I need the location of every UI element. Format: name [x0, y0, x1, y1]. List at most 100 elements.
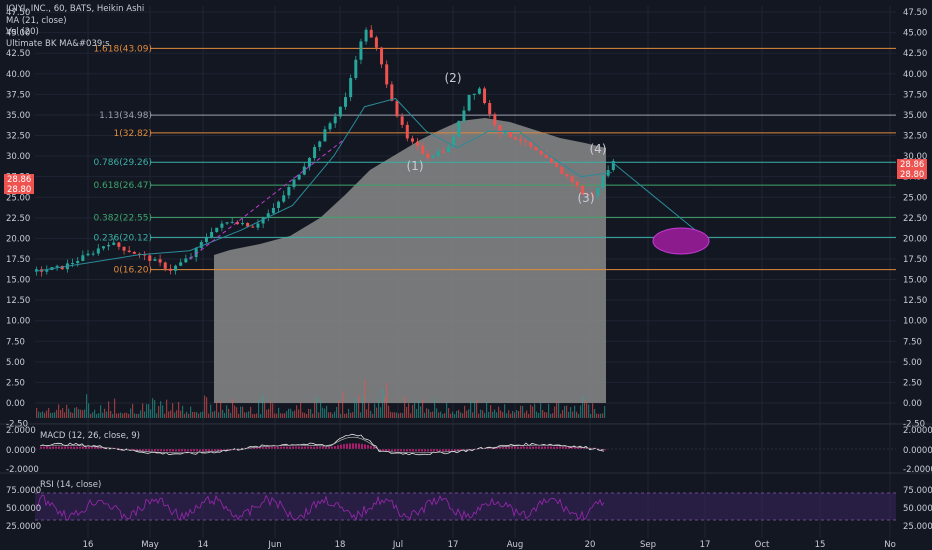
candle-body [611, 160, 615, 170]
macd-hist-bar [550, 446, 552, 449]
volume-bar [384, 397, 386, 418]
macd-hist-bar [61, 446, 63, 449]
volume-bar [290, 408, 292, 418]
volume-bar [78, 409, 80, 418]
macd-hist-bar [163, 449, 165, 452]
candle-body [575, 181, 579, 186]
volume-bar [432, 411, 434, 418]
volume-bar [128, 413, 130, 418]
macd-hist-bar [319, 446, 321, 449]
volume-bar [474, 400, 476, 418]
price-tick: 45.00 [903, 29, 927, 39]
volume-bar [170, 410, 172, 418]
volume-bar [116, 413, 118, 418]
candle-body [457, 121, 461, 137]
candle-body [555, 162, 559, 168]
macd-hist-bar [82, 446, 84, 449]
volume-bar [38, 411, 40, 418]
macd-hist-bar [226, 449, 228, 451]
volume-bar [106, 411, 108, 418]
volume-bar [434, 398, 436, 418]
macd-hist-bar [268, 446, 270, 449]
macd-hist-bar [310, 446, 312, 449]
price-tick-left: 0.00 [6, 399, 25, 409]
volume-bar [104, 408, 106, 418]
price-tick-left: 35.00 [6, 111, 30, 121]
volume-bar [522, 405, 524, 418]
macd-hist-bar [265, 447, 267, 449]
volume-bar [404, 396, 406, 418]
volume-bar [464, 405, 466, 418]
macd-hist-bar [544, 446, 546, 449]
macd-hist-bar [547, 446, 549, 449]
volume-bar [454, 413, 456, 418]
macd-hist-bar [40, 446, 42, 449]
volume-bar [160, 401, 162, 418]
volume-bar [114, 398, 116, 418]
volume-bar [186, 411, 188, 418]
macd-hist-bar [388, 449, 390, 452]
macd-hist-bar [553, 446, 555, 449]
volume-bar [448, 408, 450, 418]
volume-bar [310, 409, 312, 418]
volume-bar [542, 409, 544, 418]
candle-body [436, 151, 440, 156]
candle-body [225, 222, 229, 224]
time-tick: Jun [267, 540, 281, 550]
macd-hist-bar [445, 449, 447, 452]
volume-bar [240, 406, 242, 418]
volume-bar [586, 402, 588, 418]
volume-bar [208, 413, 210, 418]
candle-body [297, 174, 301, 180]
volume-bar [178, 402, 180, 418]
candle-body [591, 194, 595, 196]
volume-bar [348, 408, 350, 418]
volume-bar [550, 413, 552, 418]
volume-bar [570, 407, 572, 418]
volume-bar [44, 412, 46, 418]
candle-body [529, 141, 533, 147]
time-tick: No [884, 540, 896, 550]
candle-body [467, 94, 471, 111]
candle-body [544, 154, 548, 158]
price-tick: 17.50 [903, 255, 927, 265]
volume-bar [584, 400, 586, 418]
volume-bar [198, 413, 200, 418]
volume-bar [294, 410, 296, 418]
volume-bar [254, 413, 256, 418]
volume-bar [442, 413, 444, 418]
macd-hist-bar [571, 447, 573, 449]
macd-hist-bar [211, 449, 213, 452]
volume-bar [480, 409, 482, 418]
volume-bar [478, 413, 480, 418]
macd-hist-bar [502, 447, 504, 449]
volume-bar [482, 410, 484, 418]
rsi-tick: 75.0000 [903, 486, 932, 496]
volume-bar [256, 413, 258, 418]
volume-bar [510, 413, 512, 418]
macd-hist-bar [139, 449, 141, 451]
candle-body [86, 253, 90, 256]
macd-panel [35, 433, 896, 456]
candle-body [163, 262, 167, 269]
candle-body [349, 78, 353, 98]
volume-bar [342, 391, 344, 418]
volume-bar [88, 403, 90, 418]
volume-bar [372, 413, 374, 418]
volume-bar [368, 403, 370, 418]
macd-hist-bar [160, 449, 162, 452]
candle-body [220, 223, 224, 228]
volume-bar [490, 405, 492, 418]
macd-hist-bar [145, 449, 147, 451]
volume-bar [182, 405, 184, 418]
volume-bar [40, 412, 42, 418]
macd-hist-bar [355, 443, 357, 449]
volume-bar [150, 409, 152, 418]
macd-hist-bar [73, 446, 75, 449]
macd-hist-bar [436, 449, 438, 452]
volume-bar [316, 397, 318, 418]
volume-bar [120, 412, 122, 418]
volume-bar [300, 402, 302, 418]
macd-hist-bar [58, 446, 60, 449]
